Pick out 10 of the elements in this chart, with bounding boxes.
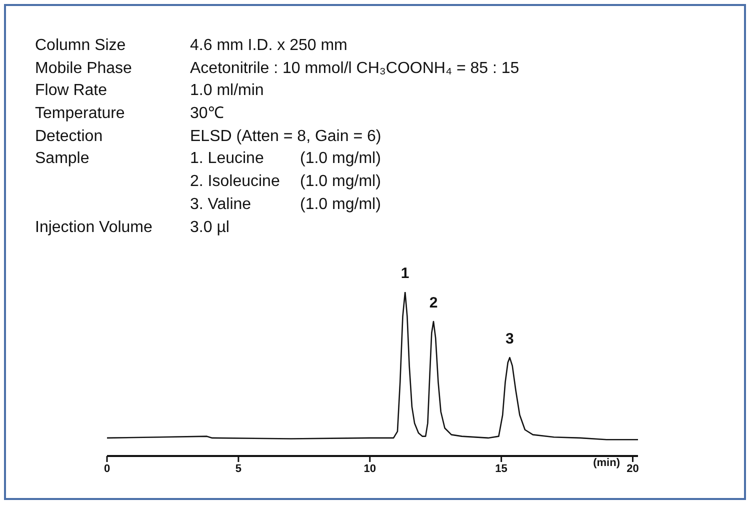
x-tick-label: 15 (495, 462, 508, 475)
annotation: 3 (506, 330, 514, 348)
x-tick-label: 10 (364, 462, 376, 475)
frame-border: Column Size 4.6 mm I.D. x 250 mm Mobile Phase Acetonitrile : 10 mmol/l CH₃COONH₄ = 85 : 15 Flow Rate 1.0 ml/min Temperature 30℃ Detection ELSD (Atten = 8, Gain = 6) Sample 1. Leucine (1.0 mg/ml) 2. Isoleucine (1.0 mg/ml) 3. Valine (1.0 mg/ml) Injection Volume 3.0 µl 0 5 10 15 20 1 2 3 (min) (4, 4, 746, 500)
x-tick-label: 0 (104, 462, 110, 475)
x-tick-label: 20 (626, 462, 639, 475)
annotation: 2 (429, 294, 438, 312)
x-axis-title: (min) (592, 457, 620, 469)
annotation: 1 (400, 265, 410, 282)
x-tick-label: 5 (235, 462, 242, 475)
